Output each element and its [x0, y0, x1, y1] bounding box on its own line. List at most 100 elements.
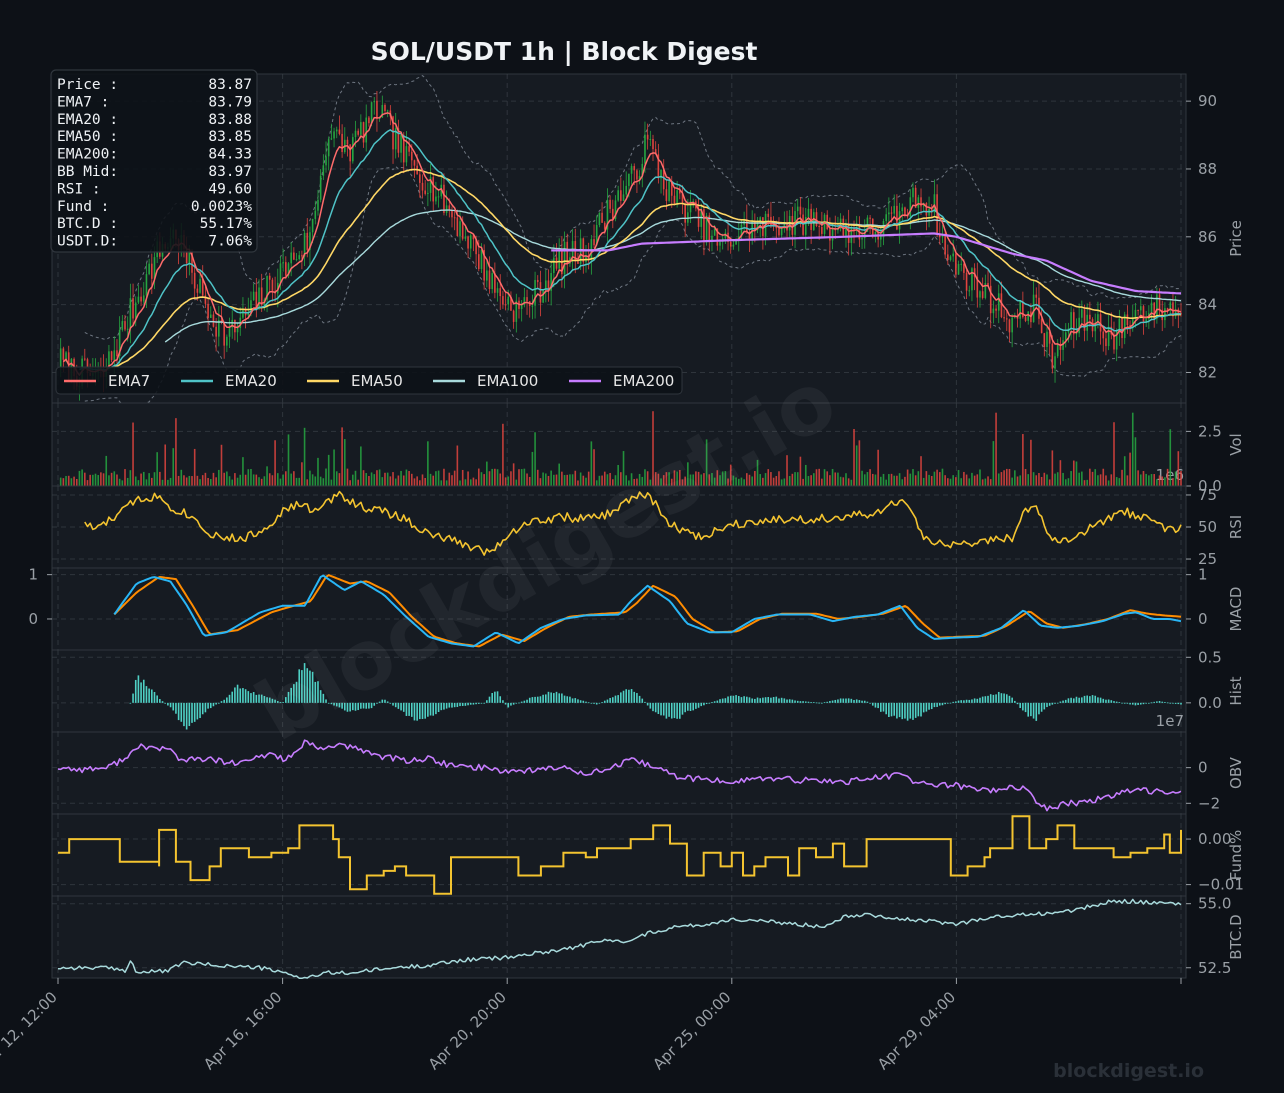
hist-bar [140, 682, 142, 703]
candle-body [83, 358, 86, 360]
candle-body [912, 187, 914, 198]
hist-bar [255, 694, 258, 703]
volume-bar [1139, 474, 1142, 486]
hist-bar [319, 690, 322, 703]
candle-body [116, 350, 118, 357]
volume-bar [724, 471, 727, 486]
candle-body [603, 222, 606, 230]
hist-bar [1019, 702, 1021, 709]
candle-body [1097, 314, 1099, 323]
candle-body [279, 263, 282, 283]
hist-bar [539, 696, 542, 703]
volume-bar [469, 479, 472, 486]
volume-bar [853, 428, 855, 486]
hist-bar [510, 702, 512, 706]
volume-bar [110, 472, 113, 486]
hist-bar [477, 702, 480, 704]
volume-bar [1121, 469, 1123, 486]
volume-bar [317, 457, 319, 486]
volume-bar [512, 463, 515, 486]
info-box-value: 7.06% [208, 234, 252, 250]
volume-bar [94, 473, 97, 486]
candle-body [756, 222, 759, 231]
volume-bar [175, 418, 177, 486]
candle-body [469, 235, 472, 249]
volume-bar [70, 478, 73, 486]
volume-bar [1089, 468, 1091, 486]
hist-bar [802, 701, 804, 703]
candle-body [799, 206, 802, 215]
volume-bar [105, 455, 108, 486]
volume-bar [896, 475, 898, 486]
candle-body [550, 272, 552, 291]
hist-bar [453, 702, 456, 708]
hist-bar [821, 702, 823, 704]
volume-bar [209, 478, 212, 486]
volume-bar [499, 473, 502, 486]
volume-bar [1115, 477, 1118, 486]
volume-bar [834, 472, 837, 486]
volume-bar [365, 473, 368, 486]
volume-bar [636, 478, 638, 486]
hist-bar [644, 701, 646, 703]
candle-body [327, 139, 330, 157]
hist-bar [775, 696, 778, 703]
volume-bar [483, 474, 485, 486]
volume-bar [424, 477, 426, 486]
volume-bar [1014, 470, 1016, 486]
hist-bar [314, 681, 317, 703]
candle-body [1043, 333, 1046, 347]
volume-bar [847, 478, 850, 486]
volume-bar [679, 470, 681, 486]
volume-bar [882, 473, 885, 486]
hist-bar [858, 700, 861, 703]
volume-bar [928, 474, 930, 486]
candle-body [630, 166, 633, 174]
volume-bar [180, 469, 183, 486]
candle-body [477, 254, 480, 270]
volume-bar [617, 464, 619, 486]
hist-bar [601, 702, 603, 704]
volume-bar [247, 469, 250, 486]
hist-bar [756, 697, 759, 703]
volume-bar [767, 469, 770, 486]
hist-bar [285, 697, 287, 703]
candle-body [689, 201, 692, 213]
candle-body [290, 252, 292, 264]
volume-bar [550, 470, 552, 486]
volume-bar [215, 477, 217, 486]
candle-body [762, 217, 764, 236]
hist-bar [338, 702, 341, 708]
volume-bar [1091, 471, 1094, 486]
volume-bar [1075, 461, 1078, 486]
volume-bar [569, 474, 571, 486]
candle-body [520, 304, 523, 309]
hist-bar [389, 702, 392, 704]
volume-bar [665, 472, 668, 486]
volume-bar [510, 471, 512, 486]
rsi-y-tick-label: 25 [1198, 550, 1217, 568]
hist-bar [834, 699, 837, 703]
candle-body [748, 232, 751, 241]
volume-bar [1011, 477, 1013, 486]
hist-bar [649, 702, 652, 709]
volume-bar [930, 475, 933, 486]
hist-bar [459, 702, 461, 707]
candle-body [1139, 306, 1142, 311]
candle-body [735, 238, 737, 245]
hist-bar [424, 702, 426, 719]
volume-bar [325, 468, 327, 486]
volume-bar [301, 462, 303, 486]
candle-body [306, 232, 309, 250]
hist-bar [260, 694, 263, 703]
hist-bar [223, 699, 225, 703]
candle-body [1005, 318, 1008, 320]
hist-bar [1161, 701, 1164, 703]
hist-bar [343, 702, 346, 711]
volume-bar [786, 455, 788, 486]
candle-body [1008, 319, 1011, 333]
volume-bar [695, 471, 697, 486]
candle-body [207, 303, 209, 318]
candle-body [1056, 343, 1059, 357]
hist-bar [880, 702, 882, 712]
